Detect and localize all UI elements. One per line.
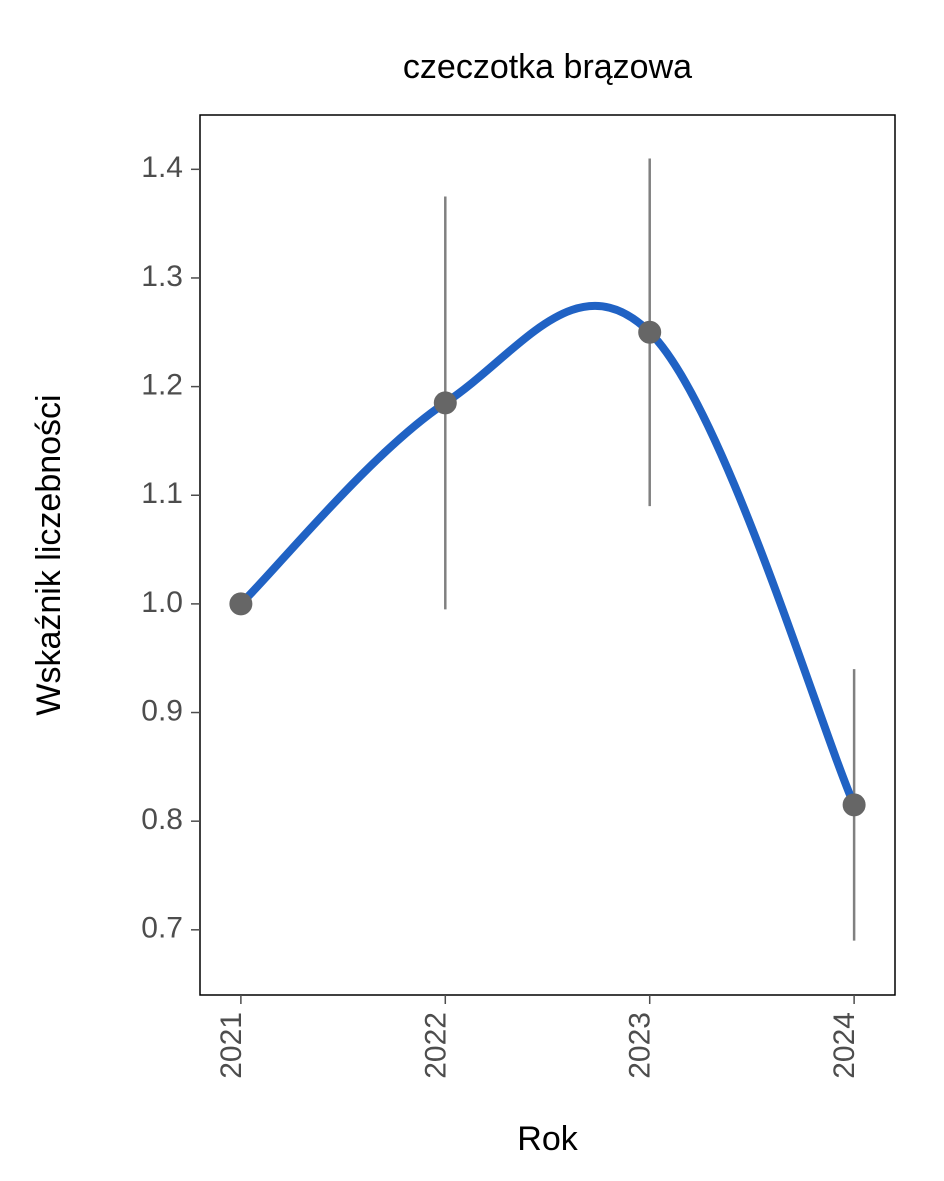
y-tick-label: 1.3 [141,260,183,293]
chart-title: czeczotka brązowa [403,48,692,86]
y-tick-label: 0.9 [141,694,183,727]
x-tick-label: 2024 [828,1012,861,1079]
y-tick-label: 1.1 [141,477,183,510]
y-tick-label: 1.4 [141,151,183,184]
data-point [639,321,661,343]
y-tick-label: 0.7 [141,912,183,945]
x-tick-label: 2021 [215,1012,248,1079]
y-tick-label: 1.2 [141,369,183,402]
x-tick-label: 2022 [419,1012,452,1079]
data-point [434,392,456,414]
data-point [843,794,865,816]
y-axis-title: Wskaźnik liczebności [30,394,68,715]
y-tick-label: 1.0 [141,586,183,619]
x-tick-label: 2023 [624,1012,657,1079]
chart-container: 0.7 0.8 0.9 1.0 1.1 1.2 1.3 1.4 2021 2022 2023 2024… [0,0,944,1181]
x-axis-title: Rok [517,1120,578,1158]
chart-svg: 0.7 0.8 0.9 1.0 1.1 1.2 1.3 1.4 2021 2022 2023 2024… [0,0,944,1181]
data-point [230,593,252,615]
y-tick-label: 0.8 [141,803,183,836]
